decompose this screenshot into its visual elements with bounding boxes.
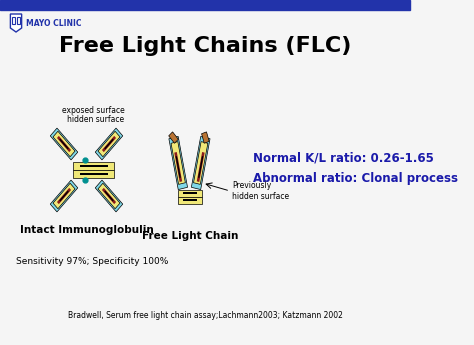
Polygon shape [174,152,182,182]
Polygon shape [104,190,114,201]
Polygon shape [57,188,71,204]
Bar [12,17,15,24]
Polygon shape [171,142,185,184]
Polygon shape [197,152,205,182]
Text: Abnormal ratio: Clonal process: Abnormal ratio: Clonal process [253,171,457,185]
Text: Bradwell, Serum free light chain assay;Lachmann2003; Katzmann 2002: Bradwell, Serum free light chain assay;L… [68,312,342,321]
Polygon shape [102,188,116,204]
Text: Normal K/L ratio: 0.26-1.65: Normal K/L ratio: 0.26-1.65 [253,151,434,165]
Polygon shape [169,136,188,189]
Polygon shape [102,136,116,152]
Polygon shape [193,142,208,184]
Text: Free Light Chains (FLC): Free Light Chains (FLC) [59,36,351,56]
Text: hidden surface: hidden surface [67,115,125,124]
Polygon shape [59,139,69,149]
Polygon shape [175,156,181,178]
Polygon shape [57,136,71,152]
Text: MAYO CLINIC: MAYO CLINIC [26,19,82,28]
Bar [0,0,410,10]
Polygon shape [96,173,108,175]
Polygon shape [81,173,96,175]
Polygon shape [53,183,75,209]
Polygon shape [50,180,78,212]
Polygon shape [183,192,197,194]
Polygon shape [59,190,69,201]
Polygon shape [198,156,203,178]
Polygon shape [53,131,75,157]
Polygon shape [191,136,210,189]
Polygon shape [10,14,22,32]
Text: Previously
hidden surface: Previously hidden surface [232,181,289,201]
Polygon shape [201,132,209,143]
Text: Free Light Chain: Free Light Chain [142,231,238,241]
Polygon shape [178,189,202,197]
Polygon shape [95,180,123,212]
Polygon shape [73,162,114,170]
Polygon shape [169,132,178,143]
Polygon shape [98,131,120,157]
Text: Sensitivity 97%; Specificity 100%: Sensitivity 97%; Specificity 100% [16,257,168,266]
Text: Intact Immunoglobulin: Intact Immunoglobulin [19,225,154,235]
Polygon shape [178,197,202,204]
Polygon shape [50,128,78,160]
Polygon shape [96,165,108,167]
Polygon shape [95,128,123,160]
Polygon shape [81,165,96,167]
Text: exposed surface: exposed surface [62,106,125,115]
Polygon shape [104,139,114,149]
Bar [17,17,20,24]
Polygon shape [73,170,114,178]
Polygon shape [183,199,197,201]
Polygon shape [98,183,120,209]
